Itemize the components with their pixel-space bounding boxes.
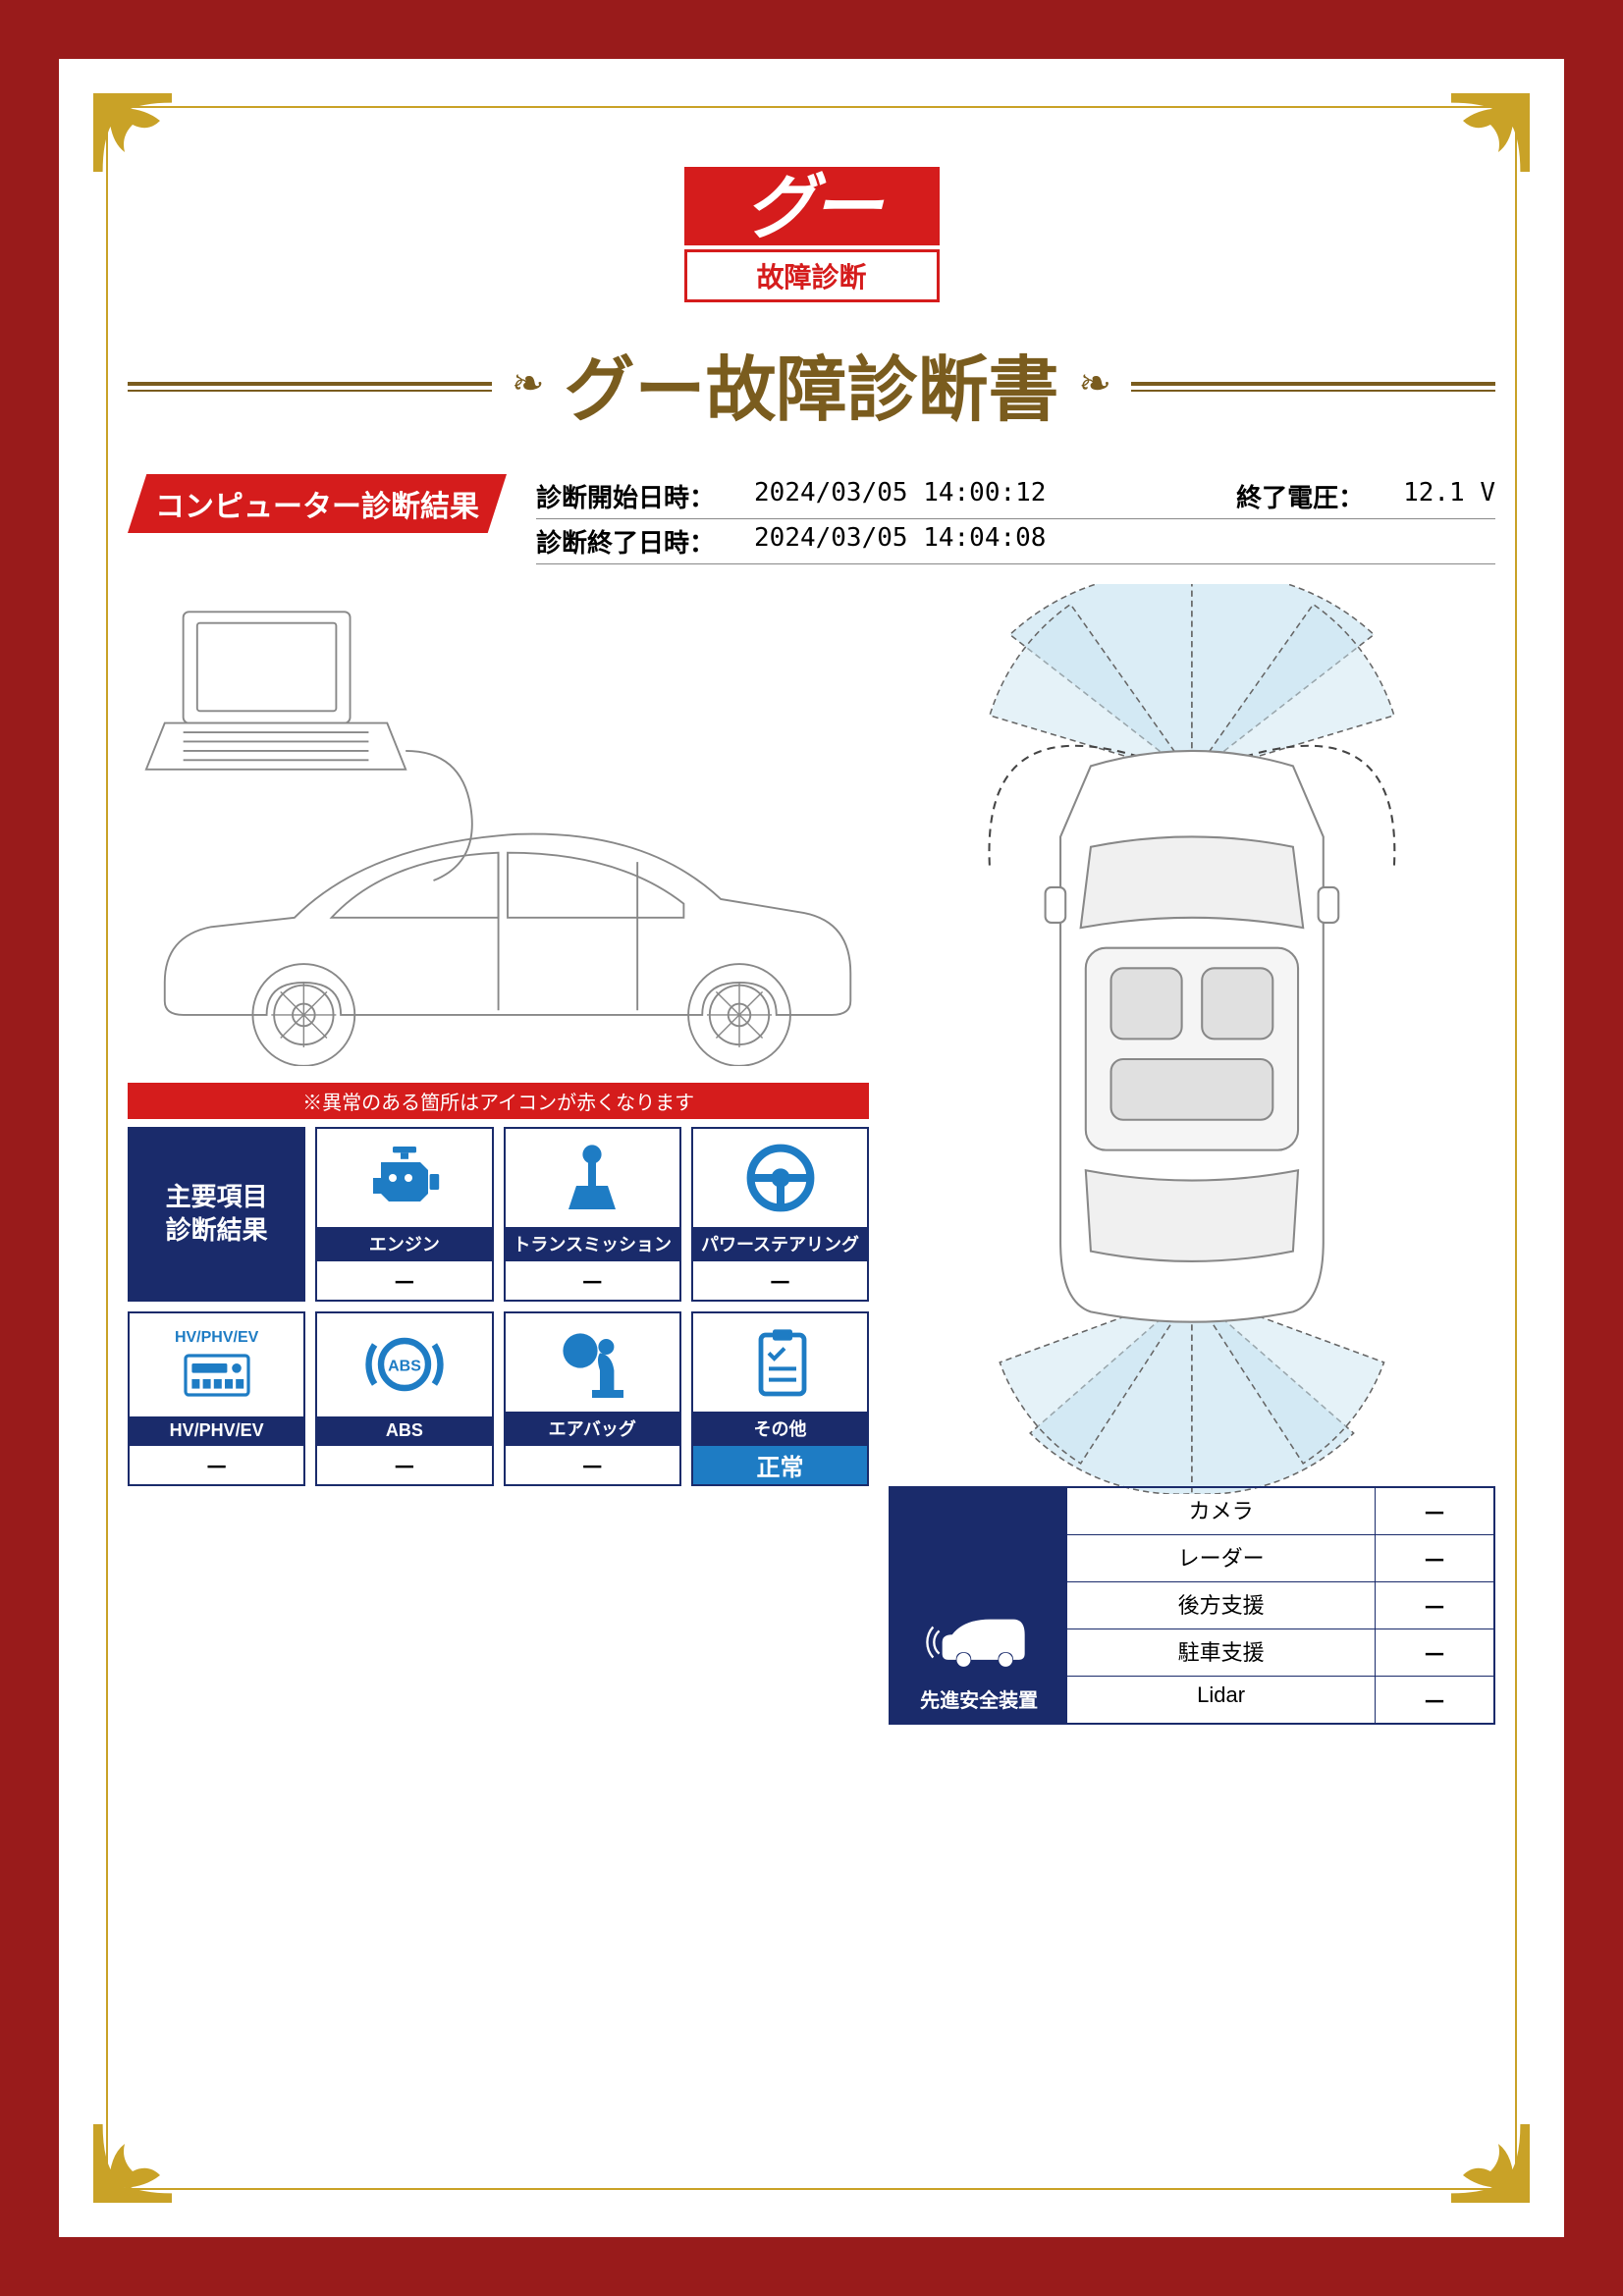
content-area: グー 故障診断 ❧ グー故障診断書 ❧ コンピューター診断結果 診断開始日時： … bbox=[128, 128, 1495, 2168]
cell-engine: エンジン － bbox=[315, 1127, 493, 1302]
metadata: 診断開始日時： 2024/03/05 14:00:12 終了電圧： 12.1 V… bbox=[536, 474, 1495, 564]
cell-abs: ABS ABS － bbox=[315, 1311, 493, 1486]
cell-steering: パワーステアリング － bbox=[691, 1127, 869, 1302]
hvev-top-text: HV/PHV/EV bbox=[175, 1329, 258, 1347]
logo: グー 故障診断 bbox=[684, 167, 940, 302]
adas-name: 後方支援 bbox=[1067, 1582, 1376, 1629]
flourish-right-icon: ❧ bbox=[1079, 361, 1112, 406]
car-side-diagram-icon bbox=[128, 584, 869, 1066]
grid-header-text: 主要項目 診断結果 bbox=[166, 1181, 268, 1248]
cell-other: その他 正常 bbox=[691, 1311, 869, 1486]
diagram-row: ※異常のある箇所はアイコンが赤くなります 主要項目 診断結果 エンジン － bbox=[128, 584, 1495, 1499]
start-label: 診断開始日時： bbox=[536, 478, 715, 514]
abs-status: － bbox=[317, 1445, 491, 1484]
cell-airbag: エアバッグ － bbox=[504, 1311, 681, 1486]
svg-text:ABS: ABS bbox=[388, 1359, 421, 1375]
abs-label: ABS bbox=[317, 1416, 491, 1445]
end-label: 診断終了日時： bbox=[536, 523, 715, 560]
grid-header-cell: 主要項目 診断結果 bbox=[128, 1127, 305, 1302]
adas-header-cell: 先進安全装置 bbox=[891, 1488, 1067, 1723]
logo-bottom: 故障診断 bbox=[684, 249, 940, 302]
clipboard-icon bbox=[693, 1313, 867, 1412]
adas-row-parking: 駐車支援 － bbox=[1067, 1629, 1493, 1677]
adas-row-rear: 後方支援 － bbox=[1067, 1582, 1493, 1629]
hvev-icon: HV/PHV/EV bbox=[130, 1313, 303, 1416]
cell-transmission: トランスミッション － bbox=[504, 1127, 681, 1302]
document-title: グー故障診断書 bbox=[565, 332, 1059, 435]
car-top-diagram-icon bbox=[889, 584, 1495, 1494]
logo-top: グー bbox=[684, 167, 940, 245]
title-row: ❧ グー故障診断書 ❧ bbox=[128, 332, 1495, 435]
adas-name: カメラ bbox=[1067, 1488, 1376, 1534]
adas-car-icon bbox=[925, 1608, 1033, 1677]
certificate-frame: グー 故障診断 ❧ グー故障診断書 ❧ コンピューター診断結果 診断開始日時： … bbox=[29, 29, 1594, 2267]
adas-value: － bbox=[1376, 1677, 1493, 1723]
abs-icon: ABS bbox=[317, 1313, 491, 1416]
adas-header-text: 先進安全装置 bbox=[920, 1684, 1038, 1713]
adas-value: － bbox=[1376, 1629, 1493, 1676]
engine-status: － bbox=[317, 1260, 491, 1300]
icon-grid: 主要項目 診断結果 エンジン － bbox=[128, 1127, 869, 1486]
adas-value: － bbox=[1376, 1582, 1493, 1629]
transmission-label: トランスミッション bbox=[506, 1227, 679, 1260]
engine-label: エンジン bbox=[317, 1227, 491, 1260]
adas-table: 先進安全装置 カメラ － レーダー － bbox=[889, 1486, 1495, 1725]
adas-row-radar: レーダー － bbox=[1067, 1535, 1493, 1582]
voltage-value: 12.1 V bbox=[1403, 478, 1495, 514]
transmission-icon bbox=[506, 1129, 679, 1227]
cell-hvev: HV/PHV/EV HV/PHV/EV － bbox=[128, 1311, 305, 1486]
other-label: その他 bbox=[693, 1412, 867, 1445]
meta-row-end: 診断終了日時： 2024/03/05 14:04:08 bbox=[536, 519, 1495, 564]
adas-value: － bbox=[1376, 1535, 1493, 1581]
adas-name: レーダー bbox=[1067, 1535, 1376, 1581]
adas-row-camera: カメラ － bbox=[1067, 1488, 1493, 1535]
diagram-left: ※異常のある箇所はアイコンが赤くなります 主要項目 診断結果 エンジン － bbox=[128, 584, 869, 1499]
adas-name: Lidar bbox=[1067, 1677, 1376, 1723]
adas-rows: カメラ － レーダー － 後方支援 － bbox=[1067, 1488, 1493, 1723]
airbag-status: － bbox=[506, 1445, 679, 1484]
section-header: コンピューター診断結果 診断開始日時： 2024/03/05 14:00:12 … bbox=[128, 474, 1495, 564]
flourish-left-icon: ❧ bbox=[512, 361, 545, 406]
steering-status: － bbox=[693, 1260, 867, 1300]
adas-value: － bbox=[1376, 1488, 1493, 1534]
page: グー 故障診断 ❧ グー故障診断書 ❧ コンピューター診断結果 診断開始日時： … bbox=[59, 59, 1564, 2237]
adas-name: 駐車支援 bbox=[1067, 1629, 1376, 1676]
hvev-status: － bbox=[130, 1445, 303, 1484]
steering-icon bbox=[693, 1129, 867, 1227]
engine-icon bbox=[317, 1129, 491, 1227]
start-value: 2024/03/05 14:00:12 bbox=[754, 478, 1046, 514]
legend-note: ※異常のある箇所はアイコンが赤くなります bbox=[128, 1083, 869, 1119]
meta-row-start: 診断開始日時： 2024/03/05 14:00:12 終了電圧： 12.1 V bbox=[536, 474, 1495, 519]
hvev-label: HV/PHV/EV bbox=[130, 1416, 303, 1445]
adas-row-lidar: Lidar － bbox=[1067, 1677, 1493, 1723]
airbag-label: エアバッグ bbox=[506, 1412, 679, 1445]
title-rule-left bbox=[128, 382, 492, 386]
diagram-right: 先進安全装置 カメラ － レーダー － bbox=[889, 584, 1495, 1499]
other-status: 正常 bbox=[693, 1445, 867, 1484]
end-value: 2024/03/05 14:04:08 bbox=[754, 523, 1046, 560]
title-rule-right bbox=[1131, 382, 1495, 386]
section-tab: コンピューター診断結果 bbox=[128, 474, 507, 533]
transmission-status: － bbox=[506, 1260, 679, 1300]
voltage-label: 終了電圧： bbox=[1236, 478, 1364, 514]
steering-label: パワーステアリング bbox=[693, 1227, 867, 1260]
airbag-icon bbox=[506, 1313, 679, 1412]
